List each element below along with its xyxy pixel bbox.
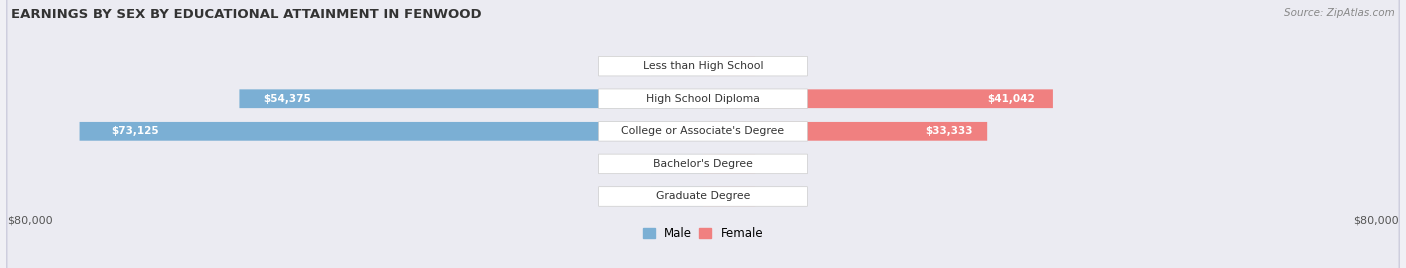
FancyBboxPatch shape <box>7 0 1399 268</box>
Text: $0: $0 <box>633 159 645 169</box>
Text: Source: ZipAtlas.com: Source: ZipAtlas.com <box>1284 8 1395 18</box>
Text: $33,333: $33,333 <box>925 126 973 136</box>
Text: EARNINGS BY SEX BY EDUCATIONAL ATTAINMENT IN FENWOOD: EARNINGS BY SEX BY EDUCATIONAL ATTAINMEN… <box>11 8 482 21</box>
Text: High School Diploma: High School Diploma <box>647 94 759 104</box>
FancyBboxPatch shape <box>709 122 987 141</box>
Text: $73,125: $73,125 <box>111 126 159 136</box>
FancyBboxPatch shape <box>7 0 1399 268</box>
Text: $0: $0 <box>761 61 773 71</box>
FancyBboxPatch shape <box>239 89 693 108</box>
Text: $0: $0 <box>633 191 645 202</box>
Text: $0: $0 <box>633 61 645 71</box>
FancyBboxPatch shape <box>599 122 807 141</box>
FancyBboxPatch shape <box>7 0 1399 268</box>
FancyBboxPatch shape <box>599 56 807 76</box>
FancyBboxPatch shape <box>651 154 703 174</box>
Text: $80,000: $80,000 <box>1354 215 1399 225</box>
FancyBboxPatch shape <box>651 56 703 76</box>
FancyBboxPatch shape <box>7 0 1399 268</box>
FancyBboxPatch shape <box>703 154 755 174</box>
Text: $0: $0 <box>761 191 773 202</box>
Text: Less than High School: Less than High School <box>643 61 763 71</box>
Text: Bachelor's Degree: Bachelor's Degree <box>652 159 754 169</box>
Text: $54,375: $54,375 <box>263 94 311 104</box>
Text: College or Associate's Degree: College or Associate's Degree <box>621 126 785 136</box>
FancyBboxPatch shape <box>599 187 807 206</box>
FancyBboxPatch shape <box>599 154 807 174</box>
Text: $41,042: $41,042 <box>987 94 1035 104</box>
FancyBboxPatch shape <box>80 122 690 141</box>
Text: $0: $0 <box>761 159 773 169</box>
FancyBboxPatch shape <box>710 89 1053 108</box>
FancyBboxPatch shape <box>651 187 703 206</box>
FancyBboxPatch shape <box>703 56 755 76</box>
FancyBboxPatch shape <box>703 187 755 206</box>
FancyBboxPatch shape <box>7 0 1399 268</box>
Text: Graduate Degree: Graduate Degree <box>655 191 751 202</box>
FancyBboxPatch shape <box>599 89 807 109</box>
Text: $80,000: $80,000 <box>7 215 52 225</box>
Legend: Male, Female: Male, Female <box>638 223 768 245</box>
